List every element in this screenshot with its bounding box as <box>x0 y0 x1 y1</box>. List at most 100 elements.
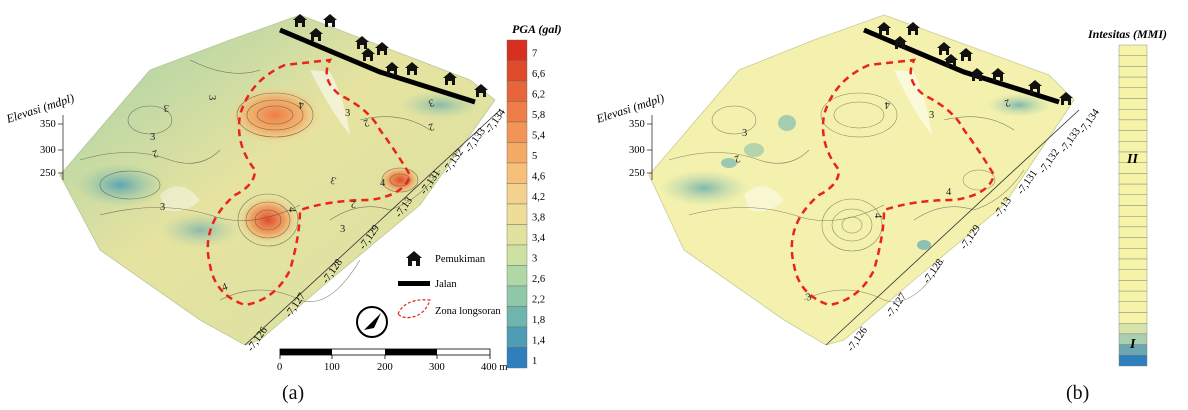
pga-scale-swatch <box>506 285 528 307</box>
elevation-tick: 350 <box>40 119 56 130</box>
house-icon <box>406 251 422 266</box>
legend-road-label: Jalan <box>435 279 457 290</box>
pga-scale-label: 5 <box>532 151 537 162</box>
legend-road-swatch <box>398 281 430 286</box>
road-line <box>279 27 476 105</box>
mmi-mark-II: II <box>1126 152 1138 167</box>
elevation-tick: 250 <box>629 168 645 179</box>
mmi-scale-swatch <box>1118 87 1148 99</box>
mmi-scale-swatch <box>1118 119 1148 131</box>
house-icon <box>443 72 457 85</box>
pga-scale-label: 5,8 <box>532 110 545 121</box>
contour-label: 4 <box>380 178 386 189</box>
elevation-tick: 250 <box>40 168 56 179</box>
mmi-scale-swatch <box>1118 205 1148 217</box>
contour-lines <box>668 92 1025 302</box>
scale-label: 300 <box>429 362 445 373</box>
house-icon <box>906 22 920 35</box>
pga-scale-label: 4,2 <box>532 192 545 203</box>
contour-label: 3 <box>804 292 813 304</box>
contour-label: 3 <box>929 110 934 121</box>
mmi-scale-swatch <box>1118 290 1148 303</box>
pga-scale-label: 1 <box>532 356 537 367</box>
elevation-axis: 350 300 250 Elevasi (mdpl) <box>4 91 76 180</box>
mmi-scale-swatch <box>1118 194 1148 206</box>
house-icon <box>385 62 399 75</box>
contour-label: 2 <box>362 116 371 128</box>
settlement-houses <box>877 22 1073 105</box>
pga-scale-swatch <box>506 347 528 369</box>
pga-scale-swatch <box>506 101 528 123</box>
contour-label: 4 <box>298 99 304 110</box>
contour-label: 3 <box>164 102 169 113</box>
pga-scale-swatch <box>506 265 528 287</box>
pga-map-svg: 3 3 2 3 3 4 3 2 3 2 3 4 4 3 2 4 350 300 … <box>4 14 562 373</box>
elevation-axis: 350 300 250 Elevasi (mdpl) <box>594 91 666 180</box>
contour-label: 4 <box>872 213 883 219</box>
house-icon <box>405 62 419 75</box>
contour-label: 2 <box>151 147 160 159</box>
elevation-tick: 350 <box>629 119 645 130</box>
house-icon <box>361 48 375 61</box>
mmi-scale-swatch <box>1118 248 1148 260</box>
scale-bar: 0 100 200 300 400 m <box>277 348 508 373</box>
pga-scale-label: 7 <box>532 49 537 60</box>
house-icon <box>959 48 973 61</box>
house-icon <box>1028 80 1042 93</box>
mmi-scale-swatch <box>1118 323 1148 335</box>
mmi-scale-swatch <box>1118 301 1148 313</box>
pga-scale-swatch <box>506 121 528 143</box>
contour-label: 3 <box>150 132 155 143</box>
contour-label: 2 <box>1003 96 1012 108</box>
mmi-scale-swatch <box>1118 237 1148 249</box>
landslide-zone-outline <box>206 58 412 307</box>
pga-scale-label: 1,4 <box>532 336 546 347</box>
pga-scale-swatch <box>506 224 528 246</box>
mmi-scale-swatch <box>1118 173 1148 185</box>
house-icon <box>944 54 958 67</box>
scale-label: 0 <box>277 362 282 373</box>
mmi-scale-swatch <box>1118 280 1148 292</box>
contour-label: 3 <box>340 224 345 235</box>
mmi-scale-swatch <box>1118 226 1148 238</box>
mmi-scale-swatch <box>1118 76 1148 88</box>
house-icon <box>877 22 891 35</box>
legend-settlement-label: Pemukiman <box>435 254 486 265</box>
pga-scale-swatch <box>506 80 528 102</box>
house-icon <box>991 68 1005 81</box>
scale-label: 200 <box>377 362 393 373</box>
mmi-scale-swatch <box>1118 130 1148 142</box>
scale-label: 400 m <box>481 362 508 373</box>
house-icon <box>293 14 307 27</box>
mmi-mark-I: I <box>1129 337 1136 352</box>
house-icon <box>309 28 323 41</box>
landslide-zone-outline <box>790 58 996 307</box>
mmi-scale-swatch <box>1118 55 1148 67</box>
contour-label: 3 <box>160 202 165 213</box>
pga-scale-label: 6,2 <box>532 90 545 101</box>
pga-scale-swatch <box>506 244 528 266</box>
contour-label: 3 <box>427 96 436 108</box>
mmi-scale-swatch <box>1118 215 1148 228</box>
house-icon <box>1059 92 1073 105</box>
contour-label: 2 <box>427 120 436 132</box>
house-icon <box>323 14 337 27</box>
pga-scale-swatch <box>506 142 528 164</box>
mmi-scale-title: Intesitas (MMI) <box>1087 27 1167 41</box>
pga-scale-label: 5,4 <box>532 131 546 142</box>
pga-scale-swatch <box>506 162 528 184</box>
pga-scale-label: 2,2 <box>532 295 545 306</box>
contour-label: 4 <box>220 281 229 293</box>
contour-label: 4 <box>946 187 952 198</box>
legend-landslide-label: Zona longsoran <box>435 306 501 317</box>
pga-scale-swatch <box>506 60 528 82</box>
pga-scale-swatch <box>506 306 528 328</box>
contour-label: 2 <box>733 152 742 164</box>
pga-scale-label: 6,6 <box>532 69 545 80</box>
contour-label: 3 <box>206 95 217 100</box>
pga-scale-swatch <box>506 203 528 225</box>
pga-scale-label: 1,8 <box>532 315 545 326</box>
house-icon <box>375 42 389 55</box>
compass-icon <box>356 306 388 338</box>
mmi-scale-swatch <box>1118 66 1148 78</box>
